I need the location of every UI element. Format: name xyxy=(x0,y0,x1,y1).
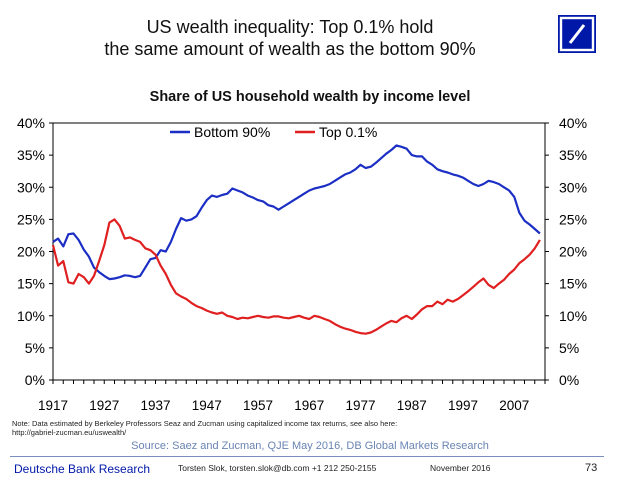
footer-brand: Deutsche Bank Research xyxy=(14,462,151,476)
chart-title: Share of US household wealth by income l… xyxy=(149,89,471,105)
y-tick-label-right: 15% xyxy=(559,276,587,292)
slide-title-line1: US wealth inequality: Top 0.1% hold xyxy=(146,17,434,37)
note: Note: Data estimated by Berkeley Profess… xyxy=(12,419,572,437)
legend-label: Top 0.1% xyxy=(319,124,377,140)
y-tick-label-right: 25% xyxy=(559,211,587,227)
x-tick-label: 1997 xyxy=(448,398,478,413)
y-tick-label-left: 25% xyxy=(17,211,45,227)
y-tick-label-left: 10% xyxy=(17,308,45,324)
slide-title: US wealth inequality: Top 0.1% hold the … xyxy=(40,16,540,60)
note-link[interactable]: http://gabriel-zucman.eu/uswealth/ xyxy=(12,428,127,437)
y-tick-label-left: 5% xyxy=(25,340,45,356)
x-tick-label: 1927 xyxy=(89,398,119,413)
x-tick-label: 1917 xyxy=(38,398,68,413)
x-tick-label: 1957 xyxy=(243,398,273,413)
x-tick-label: 1947 xyxy=(192,398,222,413)
source-text: Source: Saez and Zucman, QJE May 2016, D… xyxy=(131,440,489,452)
y-tick-label-right: 35% xyxy=(559,147,587,163)
x-tick-label: 1977 xyxy=(345,398,375,413)
series-line-bottom-90 xyxy=(52,144,541,281)
y-tick-label-left: 35% xyxy=(17,147,45,163)
y-tick-label-left: 0% xyxy=(25,372,45,388)
page-number: 73 xyxy=(585,462,598,474)
y-tick-label-right: 30% xyxy=(559,179,587,195)
y-tick-label-left: 40% xyxy=(17,115,45,131)
footer-contact: Torsten Slok, torsten.slok@db.com +1 212… xyxy=(178,463,377,473)
x-tick-label: 1937 xyxy=(140,398,170,413)
x-tick-label: 1967 xyxy=(294,398,324,413)
footer-date: November 2016 xyxy=(430,463,491,473)
y-tick-label-left: 15% xyxy=(17,276,45,292)
y-tick-label-right: 5% xyxy=(559,340,579,356)
y-tick-label-left: 20% xyxy=(17,244,45,260)
y-tick-label-right: 0% xyxy=(559,372,579,388)
slide-title-line2: the same amount of wealth as the bottom … xyxy=(104,39,476,59)
x-tick-label: 1987 xyxy=(397,398,427,413)
legend-label: Bottom 90% xyxy=(194,124,270,140)
plot-frame xyxy=(52,122,546,381)
deutsche-bank-logo-icon xyxy=(558,15,596,53)
y-tick-label-left: 30% xyxy=(17,179,45,195)
y-tick-label-right: 20% xyxy=(559,244,587,260)
footer-divider xyxy=(10,456,604,457)
note-line1: Note: Data estimated by Berkeley Profess… xyxy=(12,419,398,428)
series-line-top-0-1 xyxy=(51,218,541,335)
y-tick-label-right: 10% xyxy=(559,308,587,324)
x-tick-label: 2007 xyxy=(499,398,529,413)
y-tick-label-right: 40% xyxy=(559,115,587,131)
